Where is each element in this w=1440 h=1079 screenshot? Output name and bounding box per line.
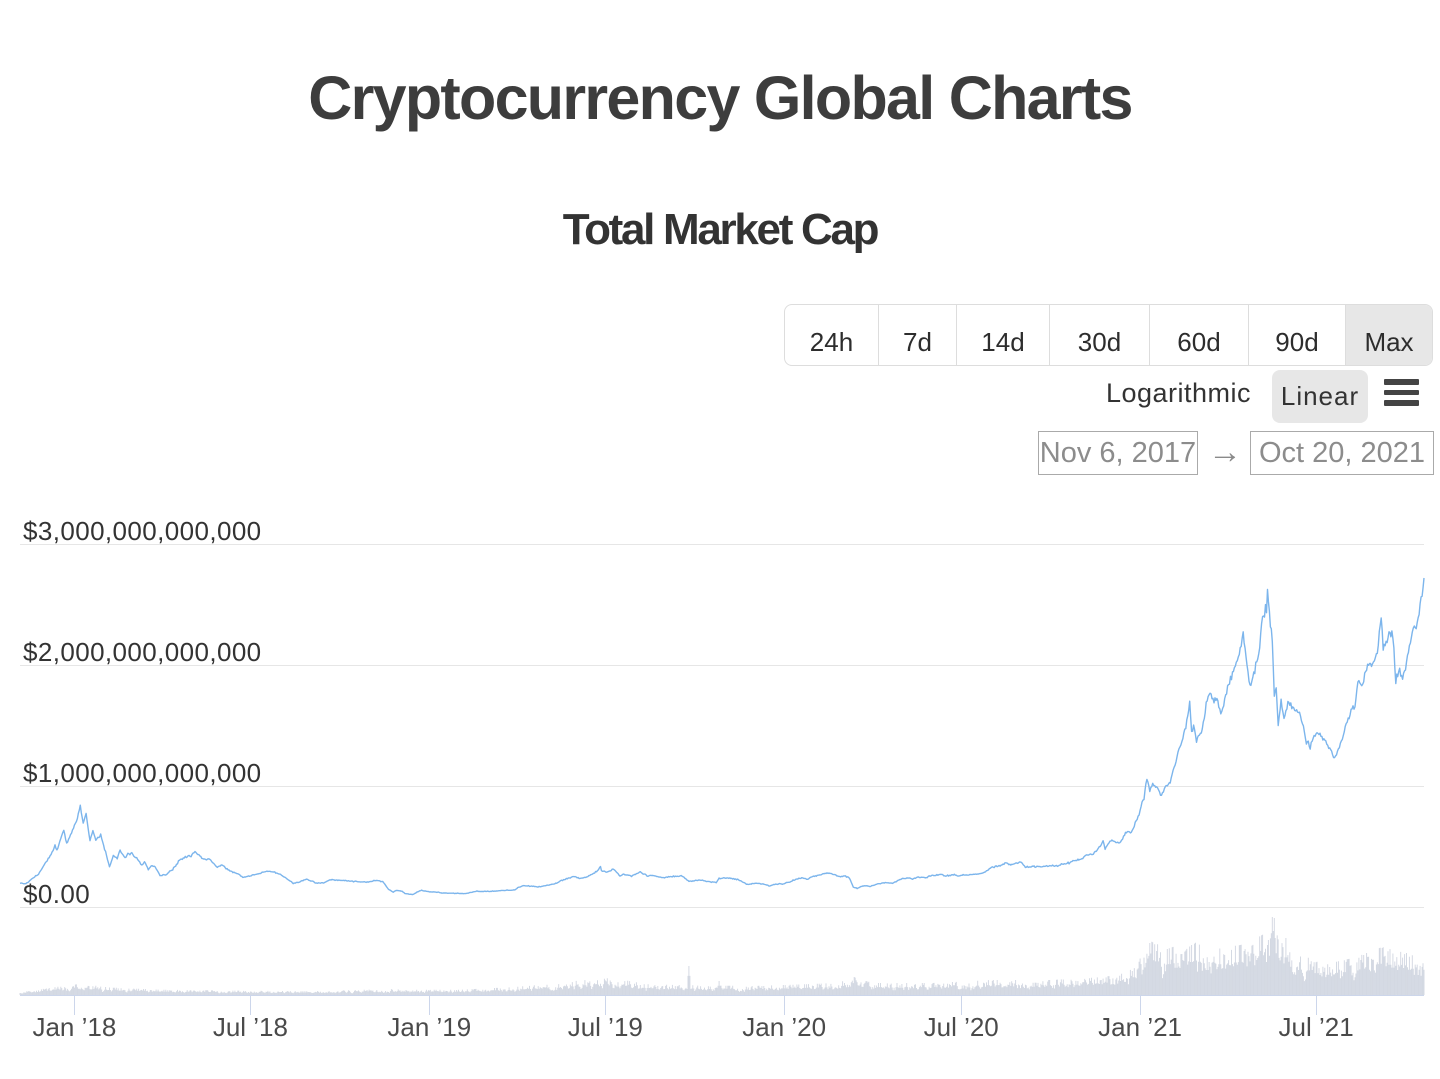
svg-text:Jul ’20: Jul ’20 bbox=[924, 1012, 999, 1042]
svg-text:Jan ’18: Jan ’18 bbox=[32, 1012, 116, 1042]
svg-text:Jul ’21: Jul ’21 bbox=[1279, 1012, 1354, 1042]
svg-text:Jan ’20: Jan ’20 bbox=[742, 1012, 826, 1042]
svg-text:$2,000,000,000,000: $2,000,000,000,000 bbox=[23, 637, 262, 667]
svg-text:$1,000,000,000,000: $1,000,000,000,000 bbox=[23, 758, 262, 788]
svg-text:$3,000,000,000,000: $3,000,000,000,000 bbox=[23, 516, 262, 546]
svg-text:Jan ’21: Jan ’21 bbox=[1098, 1012, 1182, 1042]
svg-text:Jan ’19: Jan ’19 bbox=[387, 1012, 471, 1042]
svg-text:Jul ’18: Jul ’18 bbox=[213, 1012, 288, 1042]
svg-text:Jul ’19: Jul ’19 bbox=[568, 1012, 643, 1042]
svg-text:$0.00: $0.00 bbox=[23, 879, 90, 909]
